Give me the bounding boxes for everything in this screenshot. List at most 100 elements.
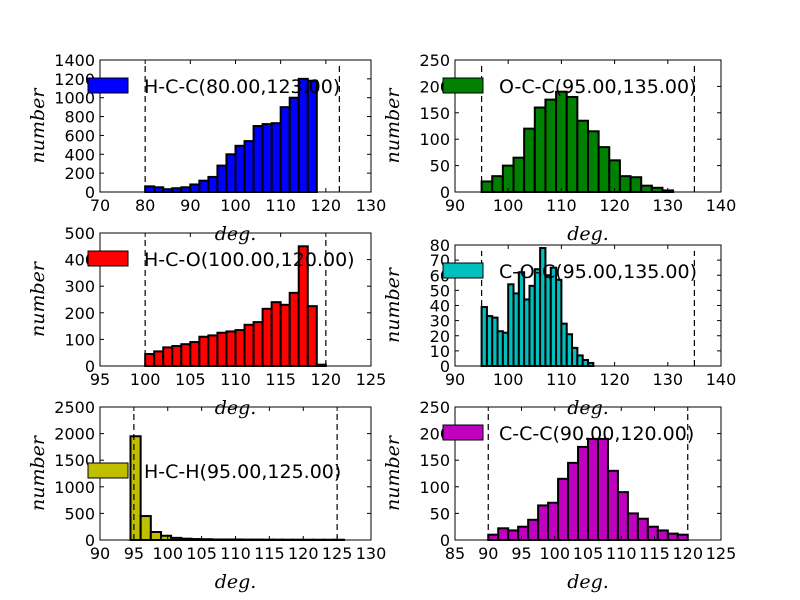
- y-tick-label: 1000: [54, 89, 95, 108]
- y-axis-label: number: [27, 87, 49, 164]
- bar: [527, 518, 540, 541]
- x-axis-label: deg.: [215, 571, 257, 593]
- x-tick-label: 100: [220, 196, 251, 215]
- y-tick-label: 10: [430, 342, 450, 361]
- y-tick-label: 250: [419, 51, 450, 70]
- y-tick-label: 0: [440, 183, 450, 202]
- bar: [587, 437, 599, 542]
- histogram-panel-3: 95 100 105 110 115 120 1250100200300400500deg.…: [27, 224, 386, 419]
- x-tick-label: 90: [90, 544, 110, 563]
- y-tick-label: 0: [85, 531, 95, 550]
- x-tick-label: 140: [706, 196, 737, 215]
- bar: [149, 531, 162, 542]
- bar: [577, 445, 590, 541]
- bar: [252, 125, 264, 193]
- x-tick-label: 70: [90, 196, 110, 215]
- bar: [606, 469, 619, 541]
- x-tick-label: 95: [511, 544, 531, 563]
- bar: [261, 123, 273, 193]
- x-axis-label: deg.: [567, 571, 609, 593]
- histogram-panel-2: 90 100 110 120 130 140 0 50 100 150 200 250 deg. numb…: [382, 51, 736, 245]
- bar: [547, 501, 560, 542]
- y-tick-label: 20: [430, 327, 450, 346]
- bar: [640, 184, 653, 194]
- y-tick-label: 50: [430, 157, 450, 176]
- bar: [189, 183, 201, 193]
- x-tick-label: 120: [672, 544, 703, 563]
- bar: [487, 533, 500, 541]
- bar: [207, 334, 219, 368]
- x-tick-label: 110: [546, 370, 577, 389]
- y-tick-label: 200: [419, 77, 450, 96]
- bar: [216, 331, 228, 367]
- histogram-panel-6: 85 90 95 100 105 110 115 120 125050100150200250d…: [382, 398, 736, 593]
- bar: [616, 491, 629, 541]
- y-tick-label: 250: [419, 398, 450, 417]
- y-tick-label: 200: [64, 164, 95, 183]
- x-tick-label: 90: [478, 544, 498, 563]
- bar: [512, 156, 526, 193]
- x-tick-label: 115: [265, 370, 296, 389]
- bar: [243, 140, 255, 193]
- bar: [171, 345, 183, 367]
- x-tick-label: 90: [180, 196, 200, 215]
- bar: [517, 525, 530, 542]
- x-tick-label: 110: [606, 544, 637, 563]
- bar: [597, 146, 611, 193]
- y-tick-label: 500: [64, 224, 95, 243]
- y-tick-label: 30: [430, 312, 450, 331]
- y-tick-label: 2500: [54, 398, 95, 417]
- x-tick-label: 110: [265, 196, 296, 215]
- bar: [189, 341, 201, 367]
- y-tick-label: 0: [85, 183, 95, 202]
- bar: [629, 176, 643, 194]
- y-tick-label: 0: [440, 531, 450, 550]
- x-tick-label: 105: [175, 370, 206, 389]
- x-axis-label: deg.: [567, 223, 609, 245]
- bar: [288, 96, 300, 193]
- legend-swatch: [442, 424, 484, 441]
- y-tick-label: 50: [430, 281, 450, 300]
- bar: [533, 106, 547, 193]
- bar: [139, 515, 152, 541]
- legend-label: H-C-C(80.00,123.00): [144, 76, 340, 98]
- x-tick-label: 125: [706, 544, 737, 563]
- x-tick-label: 130: [356, 196, 387, 215]
- x-tick-label: 95: [90, 370, 110, 389]
- x-tick-label: 110: [220, 370, 251, 389]
- x-tick-label: 110: [546, 196, 577, 215]
- y-tick-label: 150: [419, 104, 450, 123]
- y-axis-label: number: [382, 266, 404, 343]
- x-tick-label: 90: [445, 370, 465, 389]
- bar: [650, 186, 664, 194]
- y-tick-label: 100: [419, 130, 450, 149]
- bar: [198, 335, 210, 367]
- x-tick-label: 110: [220, 544, 251, 563]
- y-tick-label: 300: [64, 277, 95, 296]
- histogram-panel-4: 90 100 110 120 130 14001020304050607080deg.nu…: [382, 236, 736, 419]
- bar: [646, 525, 659, 542]
- bar: [523, 127, 536, 193]
- bar: [261, 307, 273, 367]
- x-tick-label: 130: [653, 370, 684, 389]
- legend-label: H-C-H(95.00,125.00): [144, 461, 341, 483]
- x-tick-label: 130: [356, 544, 387, 563]
- legend-label: O-C-C(95.00,135.00): [499, 76, 696, 98]
- bar: [507, 529, 520, 542]
- y-tick-label: 200: [64, 304, 95, 323]
- bar: [491, 175, 504, 194]
- axes-frame: [454, 59, 722, 193]
- bar: [144, 353, 156, 367]
- bar: [626, 512, 639, 542]
- x-tick-label: 115: [254, 544, 285, 563]
- x-tick-label: 105: [186, 544, 217, 563]
- bar: [234, 144, 246, 194]
- bar: [153, 350, 165, 367]
- y-tick-label: 150: [419, 451, 450, 470]
- bar: [270, 122, 282, 193]
- bar: [636, 517, 649, 541]
- bar: [144, 185, 156, 193]
- y-axis-label: number: [27, 260, 49, 337]
- bar: [180, 186, 192, 194]
